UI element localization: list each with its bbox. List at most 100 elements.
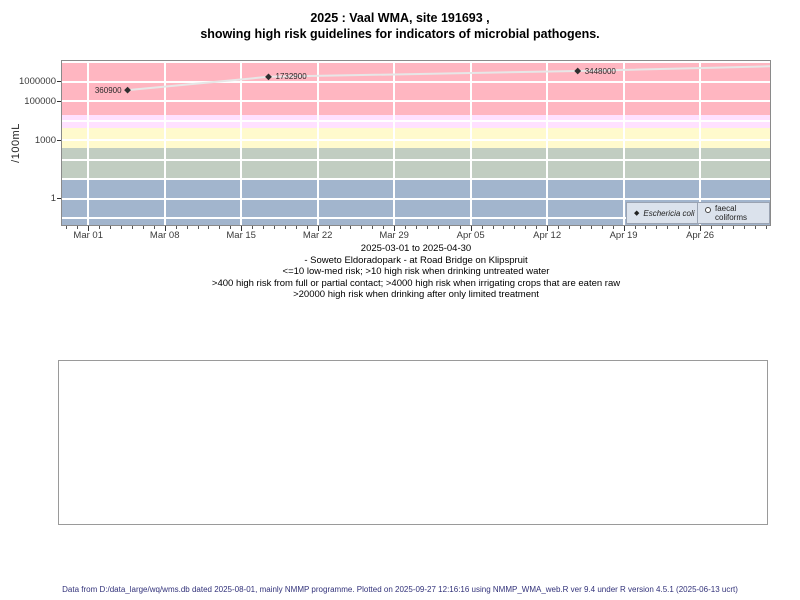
- y-axis-tick: [57, 198, 61, 200]
- x-axis-minor-tick: [142, 226, 144, 229]
- data-point-diamond: [265, 73, 272, 81]
- horizontal-gridline: [62, 100, 770, 103]
- x-axis-minor-tick: [590, 226, 592, 229]
- x-axis-major-tick: [547, 226, 549, 231]
- x-axis-minor-tick: [328, 226, 330, 229]
- y-axis-tick: [57, 139, 61, 141]
- x-axis-minor-tick: [426, 226, 428, 229]
- x-axis-minor-tick: [131, 226, 133, 229]
- x-axis-major-tick: [394, 226, 396, 231]
- legend-item-ecoli: ◆ Eschericia coli: [626, 202, 698, 224]
- x-axis-minor-tick: [274, 226, 275, 229]
- x-axis-minor-tick: [634, 226, 636, 229]
- x-axis-minor-tick: [765, 226, 767, 229]
- horizontal-gridline: [62, 158, 770, 161]
- legend-label-ecoli: Eschericia coli: [643, 208, 695, 218]
- x-axis-tick-label: Mar 15: [226, 230, 256, 241]
- x-axis-minor-tick: [284, 226, 286, 229]
- y-axis-tick-label: 1000000: [19, 76, 56, 87]
- vertical-gridline: [316, 61, 319, 225]
- horizontal-gridline: [62, 80, 770, 83]
- point-label: 1732900: [275, 72, 307, 82]
- legend-label-faecal-coliforms: faecal coliforms: [715, 204, 748, 222]
- horizontal-gridline: [62, 139, 770, 142]
- x-axis-minor-tick: [175, 226, 177, 229]
- x-axis-minor-tick: [448, 226, 450, 229]
- x-axis-major-tick: [623, 226, 625, 231]
- x-axis-minor-tick: [656, 226, 658, 229]
- x-axis-minor-tick: [77, 226, 79, 229]
- y-axis-tick-label: 1: [50, 193, 56, 205]
- y-axis-tick: [57, 100, 61, 102]
- x-axis-minor-tick: [372, 226, 374, 229]
- x-axis-minor-tick: [263, 226, 264, 229]
- caption-risk-line3: >20000 high risk when drinking after onl…: [293, 289, 539, 300]
- chart-title-line2: showing high risk guidelines for indicat…: [200, 27, 600, 41]
- x-axis-minor-tick: [197, 226, 199, 229]
- x-axis-minor-tick: [579, 226, 581, 229]
- x-axis-major-tick: [317, 226, 319, 231]
- risk-band: [62, 128, 770, 148]
- data-point-diamond: [574, 67, 582, 75]
- open-circle-icon: [705, 207, 711, 213]
- x-axis-minor-tick: [689, 226, 691, 229]
- x-axis-major-tick: [700, 226, 702, 231]
- chart-captions: 2025-03-01 to 2025-04-30 - Soweto Eldora…: [62, 243, 770, 301]
- x-axis-tick-label: Mar 01: [73, 230, 103, 241]
- x-axis-minor-tick: [350, 226, 352, 229]
- x-axis-minor-tick: [66, 226, 68, 229]
- x-axis-minor-tick: [503, 226, 505, 229]
- x-axis-minor-tick: [306, 226, 308, 229]
- x-axis-minor-tick: [721, 226, 723, 229]
- legend: ◆ Eschericia coli faecal coliforms: [626, 202, 770, 224]
- x-axis-major-tick: [470, 226, 472, 231]
- vertical-gridline: [87, 61, 90, 225]
- x-axis-minor-tick: [383, 226, 385, 229]
- x-axis-minor-tick: [121, 226, 122, 229]
- x-axis-tick-label: Mar 29: [379, 230, 409, 241]
- x-axis-major-tick: [164, 226, 166, 231]
- x-axis-minor-tick: [732, 226, 734, 229]
- legend-item-faecal-coliforms: faecal coliforms: [698, 202, 770, 224]
- x-axis-minor-tick: [743, 226, 745, 229]
- x-axis-minor-tick: [612, 226, 614, 229]
- horizontal-gridline: [62, 197, 770, 200]
- x-axis-minor-tick: [711, 226, 712, 229]
- y-axis-tick-label: 100000: [24, 95, 56, 107]
- caption-site-name: - Soweto Eldoradopark - at Road Bridge o…: [304, 254, 528, 266]
- plot-clip-region: 360900 1732900 3448000: [62, 61, 770, 225]
- x-axis-minor-tick: [601, 226, 603, 229]
- x-axis-minor-tick: [459, 226, 461, 229]
- x-axis-minor-tick: [678, 226, 680, 229]
- point-label: 3448000: [584, 66, 616, 76]
- x-axis-tick-label: Apr 26: [686, 230, 715, 241]
- plot-area: 360900 1732900 3448000 1000000 100000 1000 1 …: [19, 61, 770, 241]
- vertical-gridline: [622, 61, 625, 225]
- vertical-gridline: [699, 61, 702, 225]
- x-axis-minor-tick: [219, 226, 221, 229]
- x-axis-major-tick: [88, 226, 90, 231]
- x-axis-minor-tick: [153, 226, 155, 229]
- x-axis-minor-tick: [437, 226, 439, 229]
- x-axis-minor-tick: [339, 226, 341, 229]
- caption-risk-line1: <=10 low-med risk; >10 high risk when dr…: [282, 266, 550, 277]
- vertical-gridline: [546, 61, 549, 225]
- x-axis-minor-tick: [492, 226, 494, 229]
- x-axis-minor-tick: [416, 226, 417, 229]
- x-axis-minor-tick: [186, 226, 188, 229]
- filled-diamond-icon: ◆: [634, 209, 640, 217]
- risk-band: [62, 147, 770, 180]
- horizontal-gridline: [62, 178, 770, 181]
- x-axis-minor-tick: [645, 226, 647, 229]
- vertical-gridline: [469, 61, 472, 225]
- caption-risk-line2: >400 high risk from full or partial cont…: [211, 277, 621, 289]
- chart-title: 2025 : Vaal WMA, site 191693 , showing h…: [0, 10, 800, 42]
- y-axis-tick-label: 1000: [34, 134, 56, 146]
- x-axis-minor-tick: [525, 226, 527, 229]
- x-axis-minor-tick: [295, 226, 297, 229]
- x-axis-minor-tick: [558, 226, 559, 229]
- point-label: 360900: [94, 85, 122, 95]
- x-axis-minor-tick: [230, 226, 232, 229]
- x-axis-minor-tick: [361, 226, 363, 229]
- x-axis-tick-label: Apr 19: [609, 230, 638, 241]
